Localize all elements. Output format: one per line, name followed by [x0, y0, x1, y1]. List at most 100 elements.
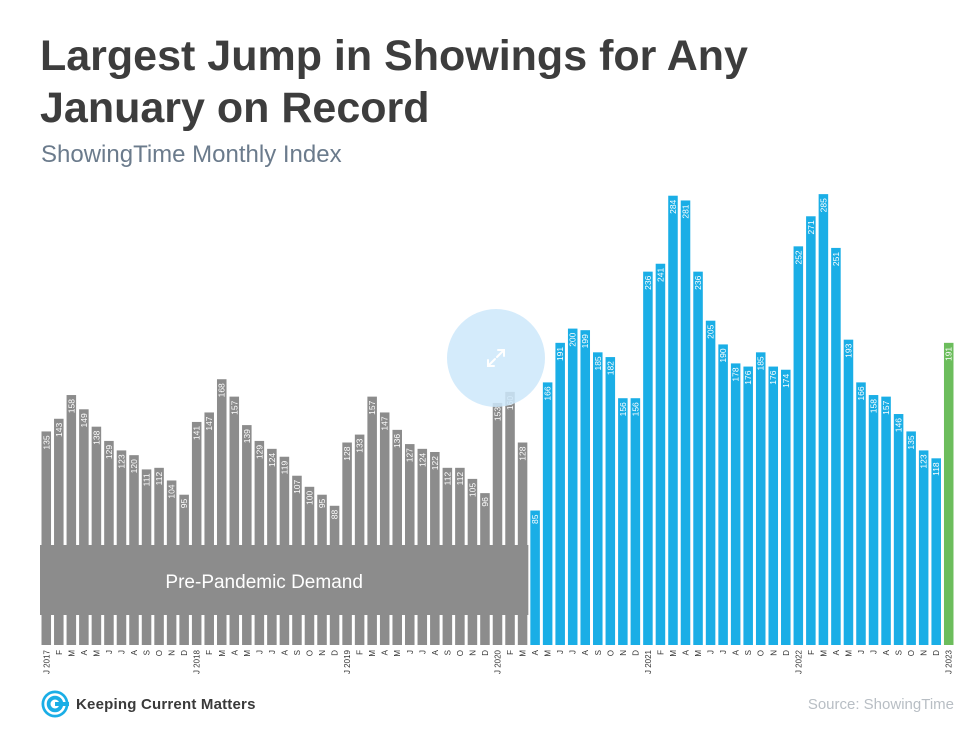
bar-value-label-4: 138 [91, 430, 101, 444]
x-tick-label-19: A [280, 649, 289, 655]
bar-value-label-63: 251 [831, 252, 841, 266]
x-tick-label-37: F [506, 650, 515, 655]
bar-value-label-26: 157 [367, 400, 377, 414]
bar-16 [242, 425, 252, 645]
x-tick-label-30: J [418, 650, 427, 654]
x-tick-label-4: M [92, 650, 101, 657]
x-tick-label-46: N [619, 650, 628, 656]
x-tick-label-66: J [870, 650, 879, 654]
zoom-overlay-button[interactable] [447, 309, 545, 407]
bar-value-label-65: 166 [856, 386, 866, 400]
source-note: Source: ShowingTime [807, 696, 954, 713]
x-tick-label-31: A [431, 649, 440, 655]
x-tick-label-47: D [631, 650, 640, 656]
x-tick-label-7: A [130, 649, 139, 655]
bar-14 [216, 379, 227, 645]
bar-64 [843, 339, 854, 645]
x-tick-label-68: S [895, 650, 904, 655]
x-tick-label-67: A [882, 649, 891, 655]
bar-45 [605, 357, 616, 645]
bar-value-label-60: 252 [793, 250, 803, 264]
x-tick-label-17: J [255, 650, 264, 654]
x-tick-label-3: A [80, 649, 89, 655]
bar-value-label-53: 205 [706, 324, 716, 338]
x-tick-label-58: N [769, 650, 778, 656]
x-tick-label-21: O [305, 650, 314, 656]
x-tick-label-11: D [180, 650, 189, 656]
x-tick-label-49: F [656, 650, 665, 655]
x-tick-label-27: A [381, 649, 390, 655]
bar-69 [906, 431, 916, 645]
bar-value-label-46: 156 [618, 402, 628, 416]
bar-value-label-5: 129 [104, 445, 114, 459]
bar-value-label-17: 129 [254, 445, 264, 459]
bar-value-label-16: 139 [242, 429, 252, 443]
x-tick-label-26: M [368, 650, 377, 657]
x-tick-label-42: J [569, 650, 578, 654]
bar-value-label-13: 147 [204, 416, 214, 430]
bar-29 [405, 444, 415, 645]
bar-49 [655, 263, 666, 645]
bar-15 [229, 396, 240, 645]
bar-value-label-30: 124 [417, 453, 427, 467]
bar-28 [392, 429, 402, 645]
bar-12 [191, 421, 202, 645]
x-tick-label-60: J 2022 [794, 649, 803, 674]
bar-value-label-35: 96 [480, 497, 490, 507]
bar-70 [918, 450, 929, 645]
bar-value-label-41: 191 [555, 347, 565, 361]
bar-58 [768, 366, 779, 645]
x-tick-label-59: D [782, 650, 791, 656]
bar-52 [693, 271, 703, 645]
x-tick-label-64: M [844, 650, 853, 657]
x-tick-label-38: M [519, 650, 528, 657]
bar-39 [530, 510, 540, 645]
bar-value-label-29: 127 [405, 448, 415, 462]
bar-value-label-19: 119 [279, 460, 289, 474]
bar-value-label-62: 285 [818, 198, 828, 212]
x-tick-label-65: J [857, 650, 866, 654]
x-tick-label-57: O [757, 650, 766, 656]
x-tick-label-39: A [531, 649, 540, 655]
bar-value-label-55: 178 [731, 367, 741, 381]
x-tick-label-32: S [443, 650, 452, 655]
bar-value-label-0: 135 [41, 435, 51, 449]
bar-value-label-61: 271 [806, 220, 816, 234]
x-tick-label-18: J [268, 650, 277, 654]
bar-value-label-32: 112 [442, 472, 452, 486]
x-tick-label-40: M [544, 650, 553, 657]
x-tick-label-71: D [932, 650, 941, 656]
x-tick-label-63: A [832, 649, 841, 655]
bar-57 [755, 352, 766, 645]
bar-value-label-68: 146 [894, 418, 904, 432]
bar-54 [718, 344, 728, 645]
bar-value-label-52: 236 [693, 275, 703, 289]
x-tick-label-28: M [393, 650, 402, 657]
bar-36 [492, 402, 503, 645]
bar-3 [79, 409, 89, 645]
bar-value-label-11: 95 [179, 498, 189, 508]
bar-value-label-72: 191 [944, 347, 954, 361]
x-tick-label-70: N [920, 650, 929, 656]
bar-value-label-6: 123 [116, 454, 126, 468]
bar-42 [567, 328, 578, 645]
x-tick-label-20: S [293, 650, 302, 655]
bar-value-label-7: 120 [129, 459, 139, 473]
x-tick-label-5: J [105, 650, 114, 654]
bar-51 [680, 200, 691, 645]
bar-27 [379, 412, 390, 645]
bar-value-label-28: 136 [392, 434, 402, 448]
title-line-2: January on Record [40, 84, 430, 132]
bar-value-label-39: 85 [530, 514, 540, 524]
x-tick-label-2: M [67, 650, 76, 657]
x-tick-label-23: D [331, 650, 340, 656]
x-tick-label-45: O [606, 650, 615, 656]
bar-43 [580, 330, 591, 645]
bar-47 [630, 398, 641, 645]
x-tick-label-52: M [694, 650, 703, 657]
bar-48 [643, 271, 653, 645]
bar-value-label-31: 122 [430, 456, 440, 470]
bar-value-label-51: 281 [681, 204, 691, 218]
band-label: Pre-Pandemic Demand [165, 572, 362, 593]
bar-value-label-9: 112 [154, 472, 164, 486]
